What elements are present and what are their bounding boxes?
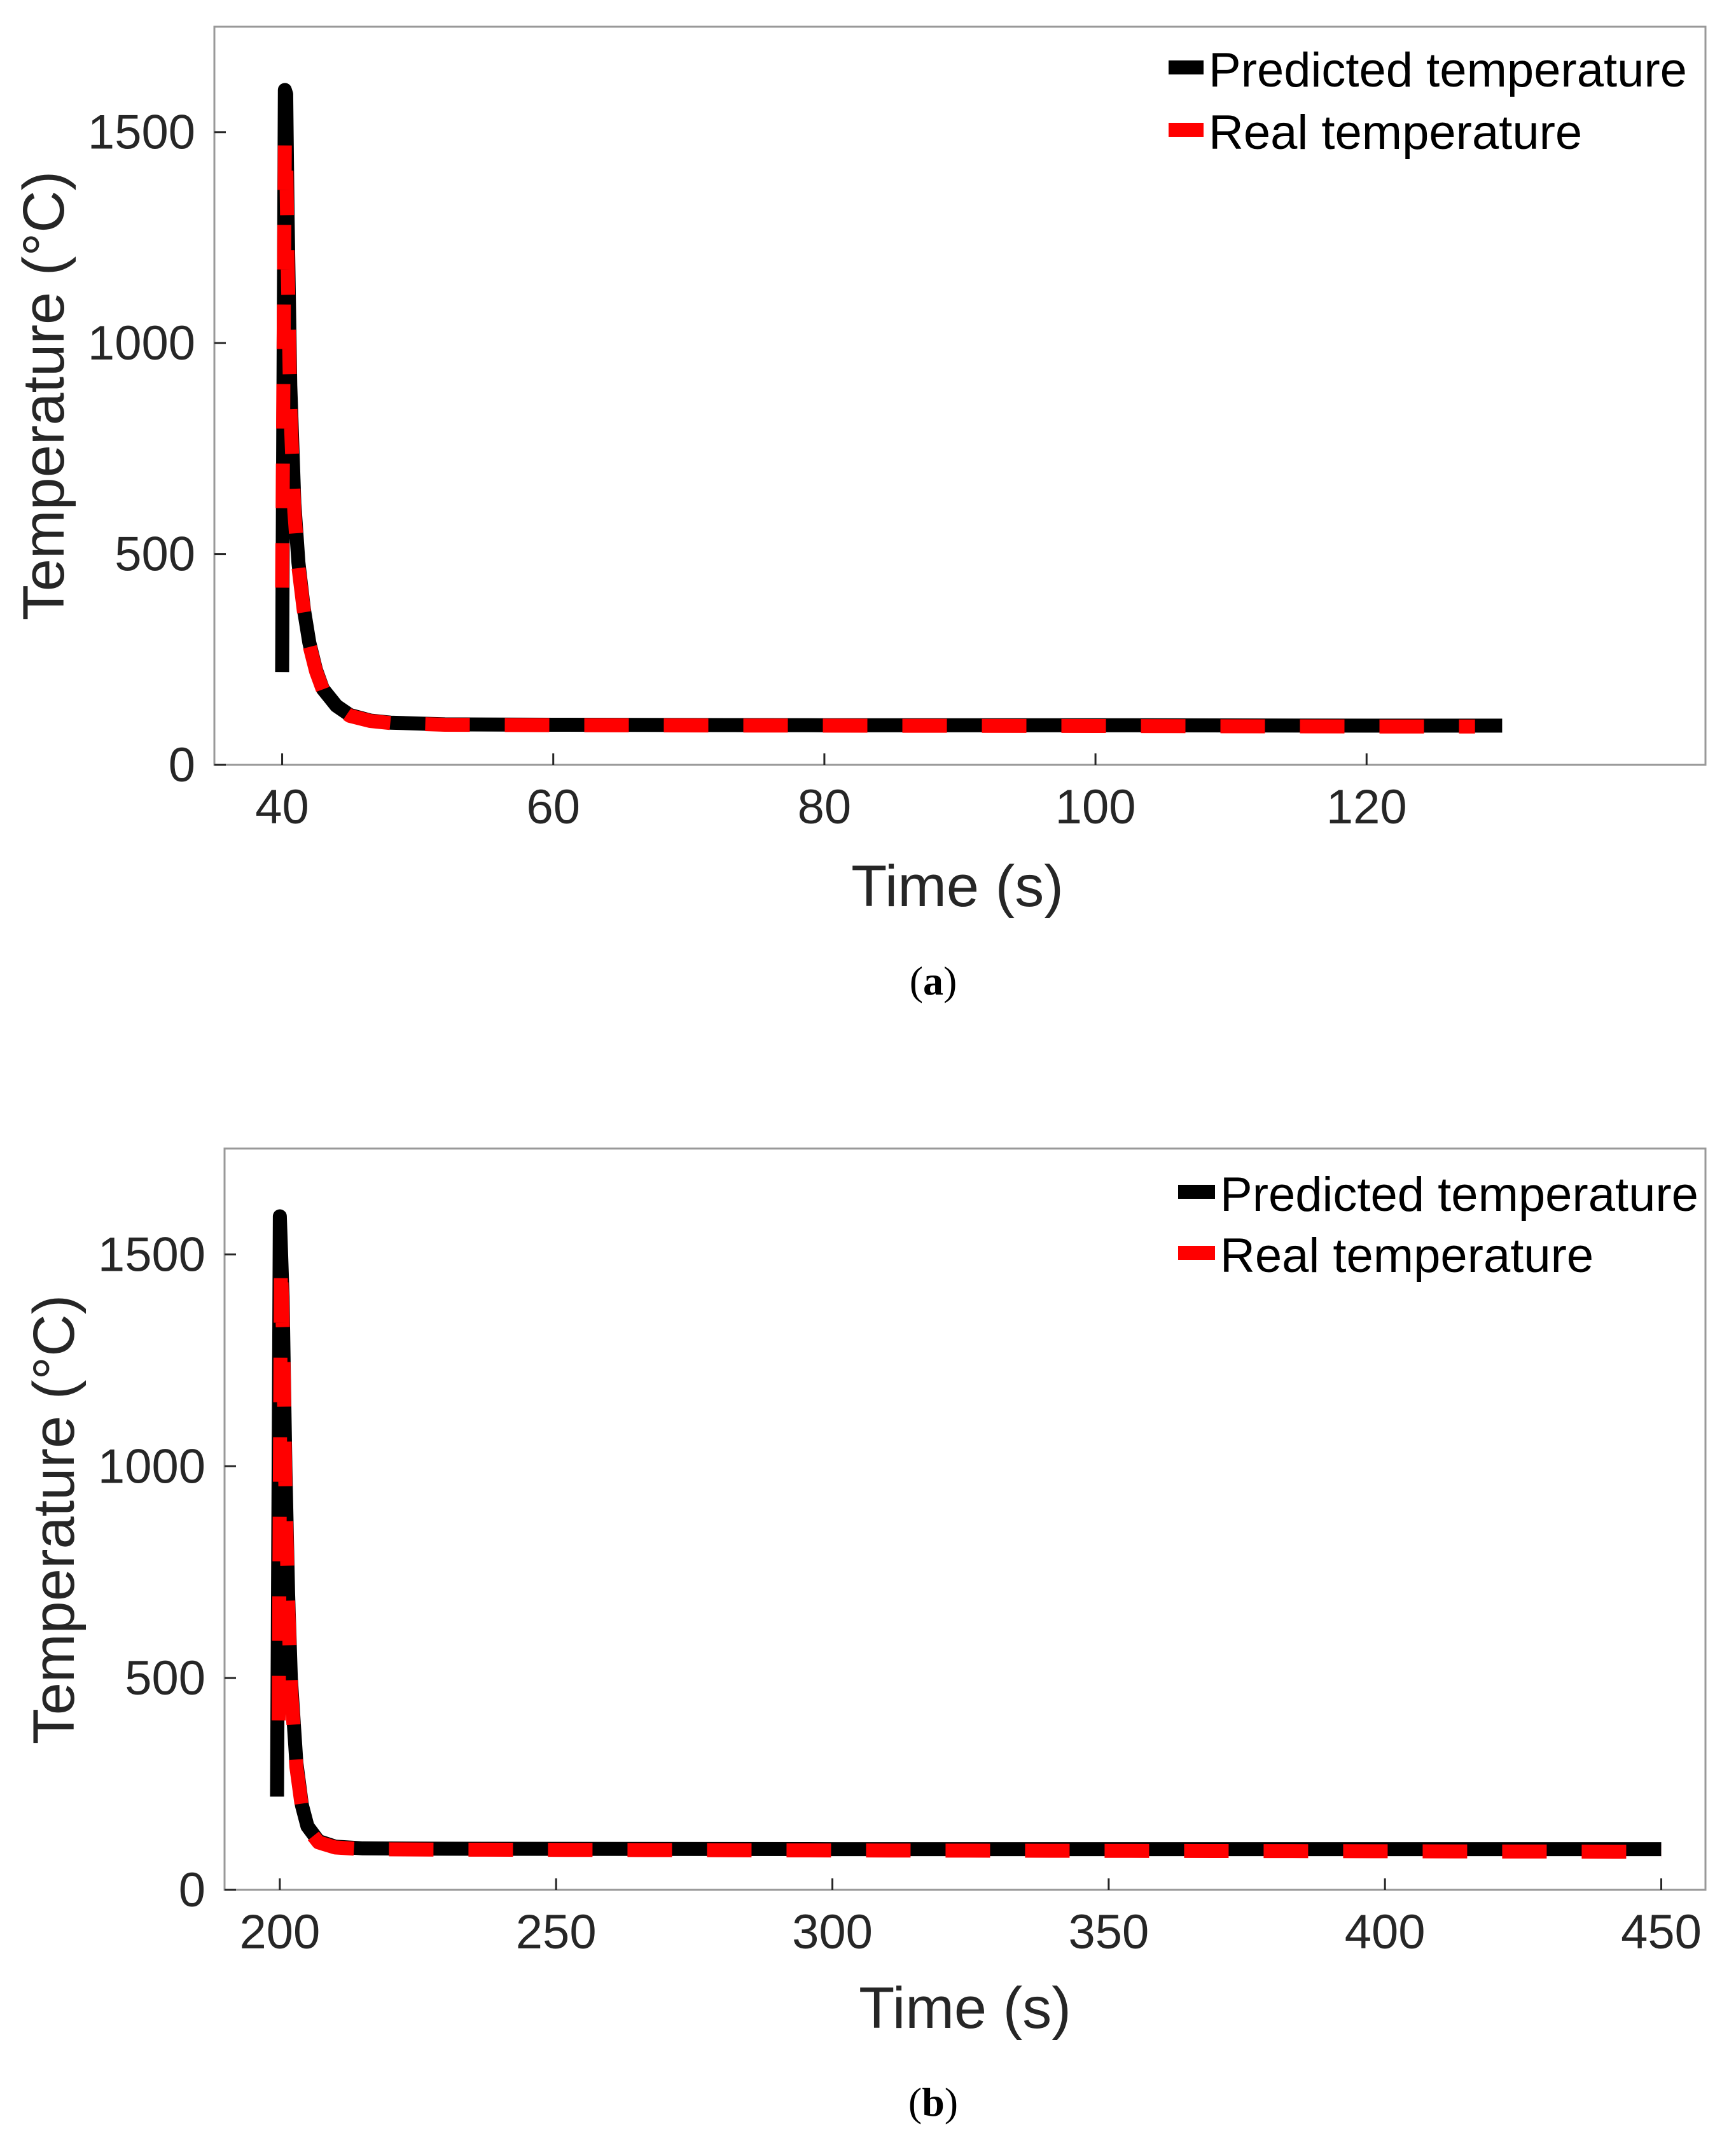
x-tick-label-a: 60 — [526, 780, 580, 834]
x-tick-label-b: 250 — [516, 1905, 597, 1959]
x-tick-label-b: 200 — [239, 1905, 320, 1959]
caption-b: (b) — [908, 2079, 958, 2125]
x-tick-label-b: 450 — [1621, 1905, 1702, 1959]
real-temperature-line-a — [275, 134, 1475, 734]
caption-a: (a) — [910, 958, 957, 1003]
legend-b: Predicted temperature Real temperature — [1178, 1168, 1698, 1283]
x-axis-label-b: Time (s) — [859, 1976, 1071, 2041]
axes-a: 40 60 80 100 120 0 500 1000 1500 — [88, 106, 1407, 834]
caption-label-a: a — [923, 958, 943, 1003]
y-tick-label-b: 1000 — [98, 1439, 205, 1493]
series-lines-b — [270, 1209, 1662, 1859]
plot-area-b — [223, 1147, 1707, 1891]
legend-label-real-a: Real temperature — [1209, 106, 1582, 160]
x-tick-label-a: 40 — [255, 780, 309, 834]
legend-a: Predicted temperature Real temperature — [1169, 43, 1687, 160]
x-tick-label-a: 120 — [1326, 780, 1407, 834]
y-tick-label-b: 0 — [179, 1863, 205, 1917]
y-tick-label-a: 1500 — [88, 106, 195, 160]
legend-label-real-b: Real temperature — [1220, 1229, 1594, 1283]
x-tick-label-a: 80 — [798, 780, 852, 834]
caption-label-b: b — [922, 2079, 945, 2125]
y-tick-label-b: 1500 — [98, 1227, 205, 1282]
y-axis-label-b: Temperature (°C) — [22, 1295, 87, 1745]
x-tick-label-b: 350 — [1068, 1905, 1149, 1959]
y-tick-label-a: 1000 — [88, 316, 195, 370]
x-tick-label-a: 100 — [1055, 780, 1136, 834]
axes-b: 200 250 300 350 400 450 0 500 1000 1500 — [98, 1227, 1702, 1959]
legend-label-predicted-a: Predicted temperature — [1209, 43, 1687, 97]
x-tick-label-b: 300 — [792, 1905, 873, 1959]
series-lines-a — [275, 83, 1503, 734]
x-tick-label-b: 400 — [1345, 1905, 1426, 1959]
y-tick-label-a: 0 — [169, 738, 195, 792]
y-tick-label-b: 500 — [125, 1651, 205, 1705]
plot-area-a — [213, 25, 1707, 766]
legend-label-predicted-b: Predicted temperature — [1220, 1168, 1698, 1222]
real-temperature-line-b — [272, 1255, 1662, 1859]
y-tick-label-a: 500 — [115, 528, 195, 582]
x-axis-label-a: Time (s) — [851, 854, 1064, 919]
panel-a: 40 60 80 100 120 0 500 1000 1500 Time (s) Temper… — [11, 25, 1707, 1003]
y-axis-label-a: Temperature (°C) — [11, 171, 76, 621]
